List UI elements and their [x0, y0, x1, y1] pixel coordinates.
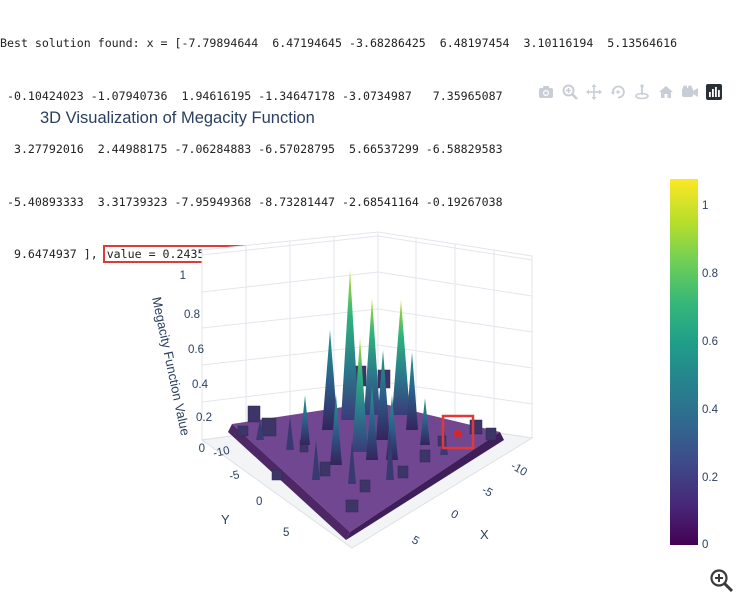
best-point-marker[interactable] [454, 430, 462, 438]
surface-base-shade [228, 424, 350, 540]
console-output: Best solution found: x = [-7.79894644 6.… [0, 0, 750, 282]
x-tick: 0 [449, 508, 461, 522]
camera-icon[interactable] [536, 83, 555, 102]
reset-camera-icon[interactable] [680, 83, 699, 102]
colorbar-tick: 0.8 [702, 268, 718, 280]
x-axis-title: X [480, 527, 489, 542]
home-icon[interactable] [656, 83, 675, 102]
zoom-in-icon[interactable] [709, 568, 735, 594]
colorbar-tick: 1 [702, 200, 708, 212]
console-line: -5.40893333 3.31739323 -7.95949368 -8.73… [0, 194, 503, 209]
z-tick: 0.4 [192, 379, 209, 391]
z-tick: 0.8 [184, 309, 200, 321]
y-tick: 0 [256, 496, 262, 508]
z-tick: 1 [180, 270, 186, 282]
colorbar-tick: 0.4 [702, 404, 719, 416]
z-tick: 0.2 [196, 412, 212, 424]
pan-icon[interactable] [584, 83, 603, 102]
y-tick: 5 [283, 527, 289, 539]
console-line: Best solution found: x = [-7.79894644 6.… [0, 36, 678, 51]
surface-base-edge [346, 432, 504, 540]
orbit-icon[interactable] [608, 83, 627, 102]
z-tick: 0 [199, 443, 205, 455]
x-tick: -5 [480, 484, 495, 500]
colorbar-tick: 0 [702, 539, 708, 551]
x-tick: 5 [410, 534, 422, 548]
best-point-highlight [441, 414, 475, 450]
z-tick: 0.6 [188, 344, 204, 356]
x-tick: -10 [509, 460, 529, 479]
console-line-prefix: 9.6474937 ], [0, 247, 105, 262]
y-axis: -10 -5 0 5 Y [212, 445, 289, 539]
colorbar-tick: 0.2 [702, 472, 718, 484]
y-tick: -5 [228, 469, 241, 483]
colorbar: 0 0.2 0.4 0.6 0.8 1 [670, 179, 719, 551]
plotly-modebar [536, 82, 728, 102]
console-line: 3.27792016 2.44988175 -7.06284883 -6.570… [0, 141, 503, 156]
plot-title: 3D Visualization of Megacity Function [40, 109, 315, 127]
turntable-icon[interactable] [632, 83, 651, 102]
colorbar-gradient [670, 179, 698, 545]
colorbar-tick: 0.6 [702, 336, 718, 348]
surface-base [232, 402, 500, 532]
y-tick: -10 [212, 445, 231, 460]
console-line: -0.10424023 -1.07940736 1.94616195 -1.34… [0, 88, 503, 103]
plotly-logo-icon[interactable] [704, 83, 723, 102]
zoom-icon[interactable] [560, 83, 579, 102]
y-axis-title: Y [221, 512, 230, 527]
